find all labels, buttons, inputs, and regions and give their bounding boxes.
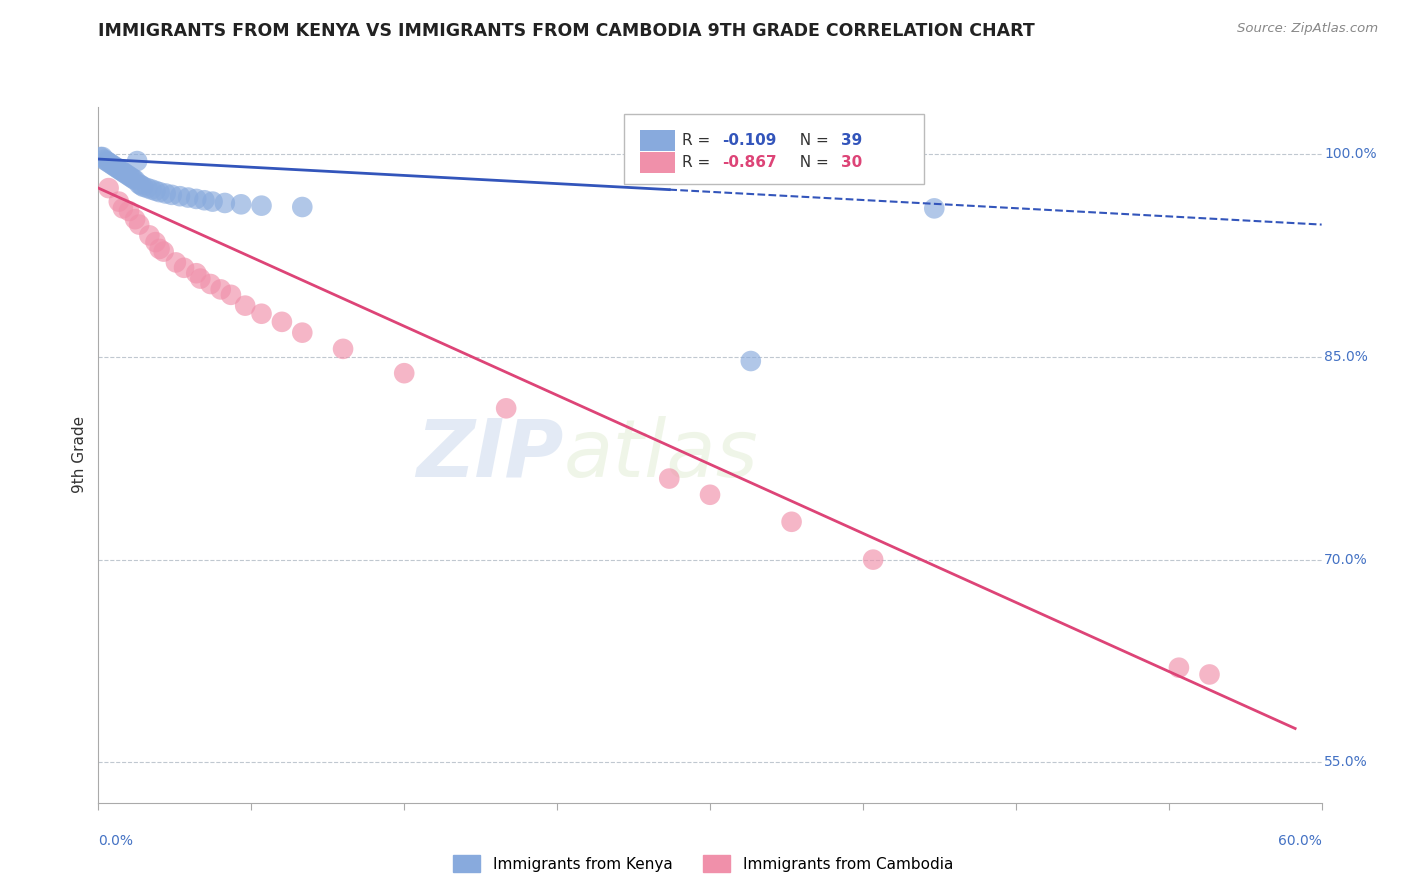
Point: [699, 488, 721, 502]
Text: 30: 30: [841, 155, 862, 170]
Point: [89, 150, 111, 164]
Point: [658, 472, 681, 486]
Point: [145, 184, 167, 198]
Point: [1167, 661, 1189, 675]
Point: [128, 218, 150, 232]
Point: [173, 260, 195, 275]
Point: [233, 299, 256, 313]
Text: N =: N =: [790, 155, 834, 170]
Point: [93, 153, 115, 167]
Point: [188, 271, 212, 285]
Text: 55.0%: 55.0%: [1324, 756, 1368, 769]
Text: 100.0%: 100.0%: [1324, 147, 1376, 161]
Point: [193, 194, 215, 208]
Text: R =: R =: [682, 133, 716, 148]
Point: [186, 192, 208, 206]
Point: [495, 401, 517, 416]
Point: [111, 202, 134, 216]
Point: [118, 169, 141, 183]
Point: [209, 282, 232, 296]
Point: [141, 182, 163, 196]
Point: [104, 160, 127, 174]
Point: [132, 179, 155, 194]
Point: [250, 307, 273, 321]
Point: [97, 181, 120, 195]
Point: [1198, 667, 1220, 681]
Point: [108, 194, 131, 209]
Point: [201, 194, 224, 209]
Point: [114, 166, 136, 180]
Point: [122, 171, 145, 186]
Point: [169, 189, 191, 203]
Point: [149, 242, 172, 256]
Point: [250, 199, 273, 213]
Text: 0.0%: 0.0%: [98, 834, 134, 848]
Y-axis label: 9th Grade: 9th Grade: [72, 417, 87, 493]
Text: atlas: atlas: [564, 416, 758, 494]
Point: [111, 165, 134, 179]
Point: [152, 244, 174, 259]
FancyBboxPatch shape: [624, 114, 924, 184]
Point: [129, 178, 152, 193]
Point: [101, 158, 124, 172]
Point: [100, 157, 122, 171]
Point: [740, 354, 762, 368]
Point: [186, 266, 208, 280]
Point: [138, 228, 160, 243]
Text: 60.0%: 60.0%: [1278, 834, 1322, 848]
Point: [392, 366, 416, 380]
Point: [780, 515, 803, 529]
Point: [145, 235, 167, 249]
Point: [105, 161, 128, 175]
Text: IMMIGRANTS FROM KENYA VS IMMIGRANTS FROM CAMBODIA 9TH GRADE CORRELATION CHART: IMMIGRANTS FROM KENYA VS IMMIGRANTS FROM…: [98, 22, 1035, 40]
Point: [108, 162, 131, 177]
Point: [214, 196, 236, 211]
FancyBboxPatch shape: [640, 130, 675, 151]
Legend: Immigrants from Kenya, Immigrants from Cambodia: Immigrants from Kenya, Immigrants from C…: [446, 847, 960, 880]
Point: [177, 190, 200, 204]
Point: [155, 186, 177, 201]
Point: [291, 200, 314, 214]
Text: R =: R =: [682, 155, 716, 170]
Text: ZIP: ZIP: [416, 416, 564, 494]
Point: [200, 277, 222, 291]
Text: -0.109: -0.109: [723, 133, 776, 148]
Text: N =: N =: [790, 133, 834, 148]
Point: [118, 204, 141, 219]
Point: [332, 342, 354, 356]
Point: [124, 173, 146, 187]
Point: [97, 155, 120, 169]
Point: [219, 288, 242, 302]
Point: [110, 163, 132, 178]
Text: -0.867: -0.867: [723, 155, 778, 170]
Text: 85.0%: 85.0%: [1324, 350, 1368, 364]
Point: [91, 150, 114, 164]
Text: 39: 39: [841, 133, 862, 148]
Point: [127, 154, 149, 169]
Point: [160, 187, 183, 202]
Point: [291, 326, 314, 340]
Point: [128, 177, 150, 191]
Text: Source: ZipAtlas.com: Source: ZipAtlas.com: [1237, 22, 1378, 36]
Point: [149, 185, 172, 199]
Point: [862, 552, 884, 566]
Point: [115, 168, 138, 182]
Point: [120, 170, 142, 185]
Point: [96, 154, 118, 169]
Point: [124, 212, 146, 227]
Point: [270, 315, 294, 329]
Point: [231, 197, 253, 211]
Text: 70.0%: 70.0%: [1324, 553, 1368, 566]
Point: [922, 202, 945, 216]
FancyBboxPatch shape: [640, 153, 675, 173]
Point: [136, 181, 159, 195]
Point: [165, 255, 187, 269]
